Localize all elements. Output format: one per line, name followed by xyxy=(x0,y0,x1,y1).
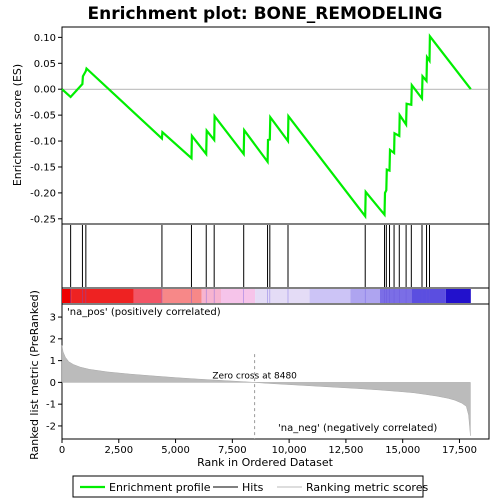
color-bar-segment xyxy=(71,289,134,303)
metric-y-tick-label: 0 xyxy=(50,378,56,389)
color-bar-segment xyxy=(220,289,256,303)
metric-y-tick-label: 2 xyxy=(50,334,56,345)
x-tick-label: 10,000 xyxy=(272,445,307,456)
chart-title: Enrichment plot: BONE_REMODELING xyxy=(88,4,443,24)
hits-panel-frame xyxy=(61,223,490,289)
x-axis-label: Rank in Ordered Dataset xyxy=(197,456,334,469)
es-y-tick-label: -0.15 xyxy=(30,162,56,173)
enrichment-profile-line xyxy=(61,33,472,220)
metric-y-axis-label: Ranked list metric (PreRanked) xyxy=(28,290,41,460)
x-tick-label: 15,000 xyxy=(385,445,420,456)
metric-y-tick-label: 1 xyxy=(50,356,56,367)
legend-label: Ranking metric scores xyxy=(306,481,428,494)
es-y-tick-label: -0.25 xyxy=(30,214,56,225)
x-tick-label: 12,500 xyxy=(328,445,363,456)
x-tick-label: 7,500 xyxy=(218,445,247,456)
metric-panel-frame xyxy=(61,303,490,440)
color-bar-segment xyxy=(255,289,310,303)
es-y-tick-label: 0.05 xyxy=(34,59,56,70)
es-y-tick-label: -0.10 xyxy=(30,137,56,148)
x-tick-label: 2,500 xyxy=(104,445,133,456)
x-tick-label: 5,000 xyxy=(161,445,190,456)
metric-y-tick-label: -1 xyxy=(46,400,56,411)
es-y-tick-label: 0.00 xyxy=(34,85,56,96)
negative-correlation-label: 'na_neg' (negatively correlated) xyxy=(278,423,437,434)
color-bar-segment xyxy=(445,289,471,303)
es-y-tick-label: -0.20 xyxy=(30,188,56,199)
x-tick-label: 0 xyxy=(59,445,65,456)
es-y-axis-label: Enrichment score (ES) xyxy=(11,64,24,186)
x-tick-label: 17,500 xyxy=(442,445,477,456)
color-bar-segment xyxy=(62,289,72,303)
color-bar-segment xyxy=(133,289,162,303)
color-bar-segment xyxy=(201,289,221,303)
zero-cross-label: Zero cross at 8480 xyxy=(212,371,297,381)
legend-box xyxy=(72,475,424,498)
ranking-metric-area xyxy=(61,345,471,436)
legend-label: Enrichment profile xyxy=(109,481,211,494)
es-y-tick-label: -0.05 xyxy=(30,111,56,122)
metric-y-tick-label: 3 xyxy=(50,313,56,324)
es-y-tick-label: 0.10 xyxy=(34,33,56,44)
color-bar-segment xyxy=(309,289,351,303)
legend-label: Hits xyxy=(242,481,264,494)
metric-y-tick-label: -2 xyxy=(46,421,56,432)
color-bar-segment xyxy=(411,289,446,303)
positive-correlation-label: 'na_pos' (positively correlated) xyxy=(67,307,221,318)
color-bar-segment xyxy=(161,289,202,303)
color-bar-segment xyxy=(379,289,412,303)
